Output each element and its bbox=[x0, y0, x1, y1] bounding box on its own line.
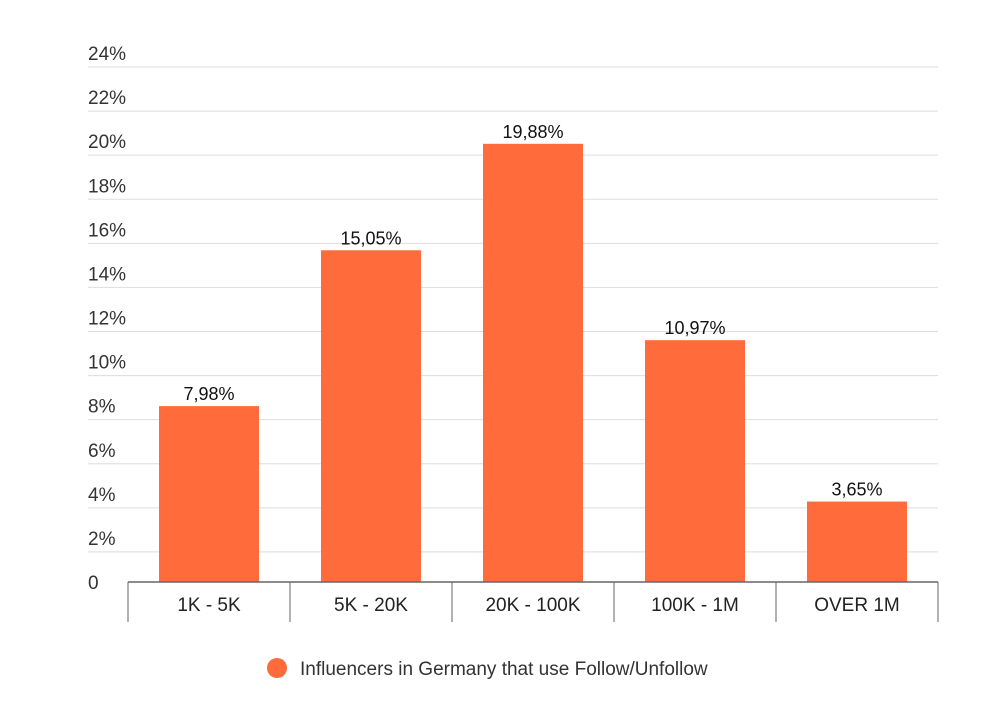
data-labels: 7,98% 15,05% 19,88% 10,97% 3,65% bbox=[183, 122, 882, 500]
legend-label: Influencers in Germany that use Follow/U… bbox=[300, 659, 708, 680]
y-tick-label: 18% bbox=[88, 176, 126, 197]
y-tick-label: 20% bbox=[88, 132, 126, 153]
legend-swatch-icon bbox=[267, 658, 287, 678]
legend: Influencers in Germany that use Follow/U… bbox=[267, 658, 708, 680]
x-tick-label: OVER 1M bbox=[814, 595, 900, 616]
data-label: 7,98% bbox=[183, 384, 234, 404]
y-tick-label: 0 bbox=[88, 573, 99, 594]
data-label: 15,05% bbox=[340, 228, 401, 248]
x-tick-label: 100K - 1M bbox=[651, 595, 739, 616]
x-tick-label: 1K - 5K bbox=[177, 595, 241, 616]
y-tick-label: 2% bbox=[88, 529, 116, 550]
x-tick-label: 5K - 20K bbox=[334, 595, 408, 616]
y-tick-label: 22% bbox=[88, 88, 126, 109]
bar bbox=[645, 340, 745, 582]
data-label: 19,88% bbox=[502, 122, 563, 142]
y-tick-label: 6% bbox=[88, 441, 116, 462]
x-axis: 1K - 5K 5K - 20K 20K - 100K 100K - 1M OVER 1… bbox=[127, 581, 939, 622]
y-tick-label: 16% bbox=[88, 220, 126, 241]
bar bbox=[321, 250, 421, 582]
y-tick-label: 14% bbox=[88, 264, 126, 285]
bar bbox=[807, 501, 907, 582]
bar bbox=[483, 143, 583, 583]
bar bbox=[159, 406, 259, 582]
y-tick-label: 24% bbox=[88, 44, 126, 65]
y-tick-label: 8% bbox=[88, 397, 116, 418]
y-tick-label: 10% bbox=[88, 353, 126, 374]
y-tick-label: 4% bbox=[88, 485, 116, 506]
data-label: 10,97% bbox=[664, 318, 725, 338]
data-label: 3,65% bbox=[831, 480, 882, 500]
bars bbox=[159, 143, 907, 583]
x-tick-label: 20K - 100K bbox=[485, 595, 580, 616]
y-axis-tick-labels: 0 2% 4% 6% 8% 10% 12% 14% 16% 18% 20% 22% 24% bbox=[88, 44, 126, 594]
y-tick-label: 12% bbox=[88, 309, 126, 330]
